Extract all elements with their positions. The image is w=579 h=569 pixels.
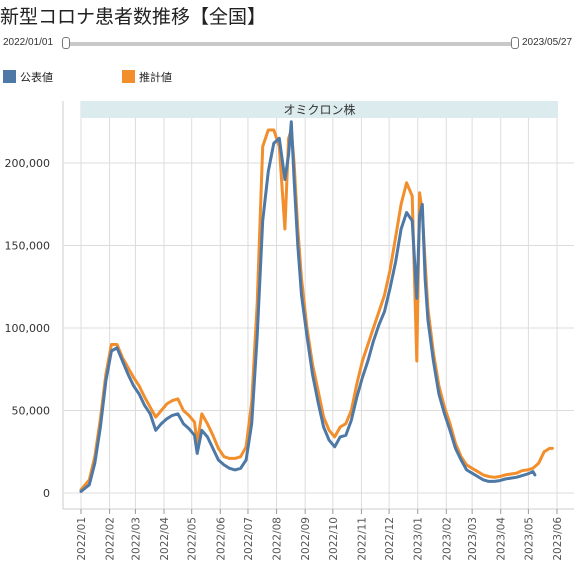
legend-item-estimated[interactable]: 推計値 <box>122 69 172 85</box>
x-tick-label: 2022/04 <box>159 517 171 561</box>
legend-swatch-official <box>3 70 16 83</box>
y-tick-label: 50,000 <box>12 405 51 418</box>
x-tick-label: 2023/01 <box>413 517 425 561</box>
x-tick-label: 2022/08 <box>272 517 284 561</box>
range-start-handle[interactable] <box>62 37 70 49</box>
y-tick-label: 200,000 <box>5 157 51 170</box>
y-tick-label: 0 <box>43 487 50 500</box>
omicron-band-label: オミクロン株 <box>283 102 355 117</box>
x-tick-label: 2023/06 <box>552 517 564 561</box>
x-tick-label: 2022/10 <box>328 517 340 561</box>
date-range-slider[interactable]: 2022/01/01 2023/05/27 <box>0 33 579 55</box>
series-line-official <box>79 120 537 493</box>
range-end-handle[interactable] <box>511 37 519 49</box>
y-tick-label: 150,000 <box>5 240 51 253</box>
x-tick-label: 2023/05 <box>523 517 535 561</box>
x-tick-label: 2022/05 <box>187 517 199 561</box>
legend-swatch-estimated <box>122 70 135 83</box>
range-end-label: 2023/05/27 <box>522 37 573 48</box>
x-tick-label: 2022/02 <box>105 517 117 561</box>
x-tick-label: 2023/02 <box>441 517 453 561</box>
range-start-label: 2022/01/01 <box>3 37 54 48</box>
x-tick-label: 2022/12 <box>384 517 396 561</box>
series-line-estimated <box>79 128 554 492</box>
x-tick-label: 2023/03 <box>467 517 479 561</box>
omicron-band <box>81 101 558 118</box>
legend-label-estimated: 推計値 <box>139 71 172 84</box>
range-track[interactable] <box>65 42 517 46</box>
page-title: 新型コロナ患者数推移【全国】 <box>0 6 267 28</box>
x-tick-label: 2023/04 <box>496 517 508 561</box>
x-tick-label: 2022/06 <box>215 517 227 561</box>
legend-label-official: 公表値 <box>20 71 53 84</box>
x-tick-label: 2022/09 <box>300 517 312 561</box>
x-tick-label: 2022/03 <box>130 517 142 561</box>
x-tick-label: 2022/07 <box>243 517 255 561</box>
x-tick-label: 2022/01 <box>76 517 88 561</box>
legend-item-official[interactable]: 公表値 <box>3 69 53 85</box>
y-tick-label: 100,000 <box>5 322 51 335</box>
x-tick-label: 2022/11 <box>356 517 368 561</box>
